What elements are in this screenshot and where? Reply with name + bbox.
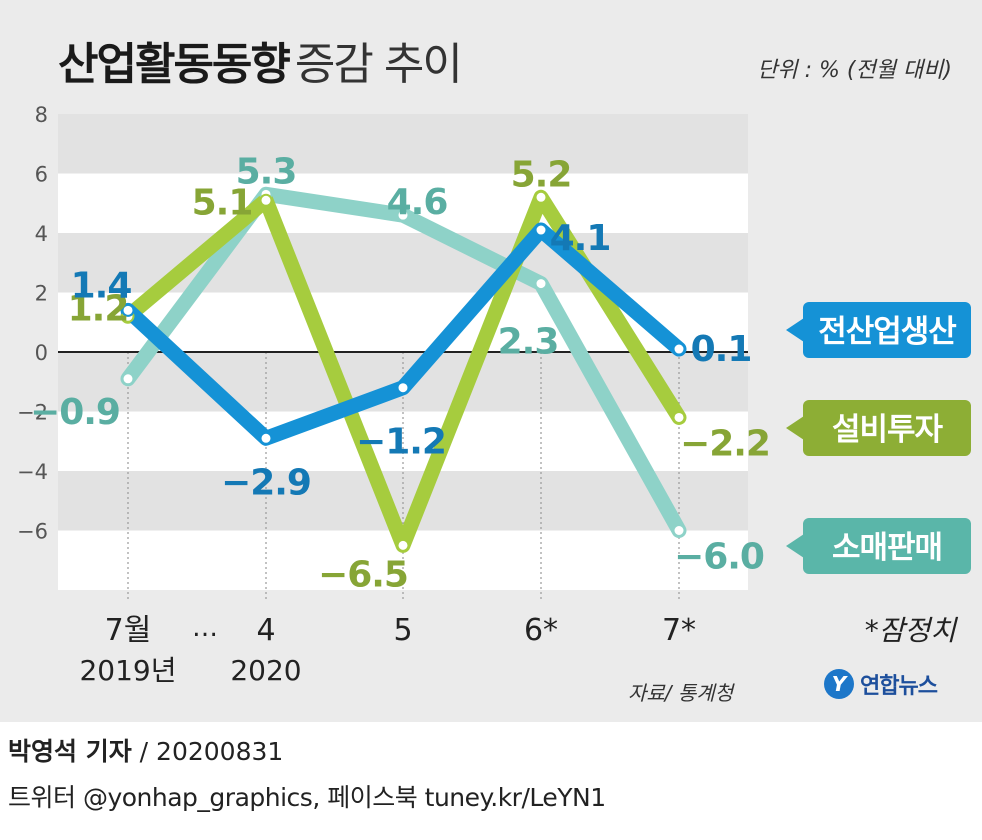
legend-badge-box xyxy=(803,518,971,574)
grid-band xyxy=(58,471,748,531)
y-tick-label: −6 xyxy=(17,520,48,544)
retail-sales-value-label: −6.0 xyxy=(674,537,764,578)
industrial-production-point xyxy=(259,431,273,445)
x-tick-label: 6* xyxy=(524,613,558,648)
retail-sales-value-label: −0.9 xyxy=(30,392,120,433)
y-tick-label: −2 xyxy=(17,401,48,425)
x-tick-label: 7* xyxy=(662,613,696,648)
industrial-production-value-label: −2.9 xyxy=(221,462,311,503)
legend-badge-box xyxy=(803,302,971,358)
facility-investment-point xyxy=(534,190,548,204)
source-label: 자료/ 통계청 xyxy=(628,681,734,705)
facility-investment-legend-badge: 설비투자 xyxy=(786,400,971,456)
facility-investment-point xyxy=(672,410,686,424)
x-tick-label: 4 xyxy=(256,613,275,648)
unit-label: 단위 : % (전월 대비) xyxy=(757,58,952,83)
x-tick-label: 7월 xyxy=(105,613,152,648)
line-chart: 8 6 4 2 0 −2 −4 −6 7월 2019년 4 2020 5 6* 7* … *잠정치 −0.9 5.3… xyxy=(17,103,971,687)
yonhap-logo-icon: Y xyxy=(824,669,854,699)
facility-investment-value-label: 5.1 xyxy=(192,182,253,223)
facility-investment-point xyxy=(259,193,273,207)
provisional-note: *잠정치 xyxy=(865,614,959,647)
retail-sales-point xyxy=(534,277,548,291)
x-tick-year: 2019년 xyxy=(79,654,176,687)
title-bold: 산업활동동향 xyxy=(58,39,291,90)
y-tick-label: 6 xyxy=(35,163,48,187)
x-ellipsis: … xyxy=(192,613,218,643)
legend-badge-label: 소매판매 xyxy=(832,530,942,566)
social-credit: 트위터 @yonhap_graphics, 페이스북 tuney.kr/LeYN… xyxy=(8,783,606,812)
legend-badge-label: 설비투자 xyxy=(832,412,944,448)
retail-sales-point xyxy=(672,524,686,537)
industrial-production-value-label: 0.1 xyxy=(691,329,752,370)
retail-sales-value-label: 2.3 xyxy=(498,322,559,363)
x-tick-label: 5 xyxy=(393,613,412,648)
retail-sales-value-label: 4.6 xyxy=(387,182,448,223)
legend-badge-label: 전산업생산 xyxy=(818,314,956,350)
retail-sales-legend-badge: 소매판매 xyxy=(786,518,971,574)
industrial-production-value-label: 1.4 xyxy=(71,265,132,306)
facility-investment-value-label: 1.2 xyxy=(68,288,129,329)
grid-band xyxy=(58,114,748,174)
facility-investment-point xyxy=(396,538,410,552)
title-light: 증감 추이 xyxy=(294,39,463,90)
facility-investment-value-label: −2.2 xyxy=(680,423,770,464)
x-tick-year: 2020 xyxy=(230,654,301,687)
legend-badge-pointer xyxy=(786,534,804,558)
y-tick-label: 0 xyxy=(35,341,48,365)
legend-badge-pointer xyxy=(786,318,804,342)
chart-title: 산업활동동향 증감 추이 xyxy=(58,28,463,92)
retail-sales-value-label: 5.3 xyxy=(236,151,297,192)
industrial-production-point xyxy=(534,223,548,237)
publish-date: / 20200831 xyxy=(139,737,284,766)
industrial-production-point xyxy=(396,381,410,395)
facility-investment-value-label: 5.2 xyxy=(511,154,572,195)
reporter-name: 박영석 기자 xyxy=(8,737,132,766)
y-tick-label: 8 xyxy=(35,103,48,127)
yonhap-logo-text: 연합뉴스 xyxy=(860,674,938,699)
industrial-production-value-label: 4.1 xyxy=(550,218,611,259)
y-tick-label: −4 xyxy=(17,460,48,484)
industrial-production-point xyxy=(121,303,135,317)
retail-sales-point xyxy=(121,372,135,386)
facility-investment-value-label: −6.5 xyxy=(318,554,408,595)
industrial-production-legend-badge: 전산업생산 xyxy=(786,302,971,358)
y-tick-label: 2 xyxy=(35,282,48,306)
industrial-production-value-label: −1.2 xyxy=(356,422,446,463)
legend-badge-pointer xyxy=(786,416,804,440)
industrial-production-point xyxy=(672,342,686,356)
yonhap-logo: Y 연합뉴스 xyxy=(824,668,938,700)
legend-badge-box xyxy=(803,400,971,456)
retail-sales-point xyxy=(396,208,410,222)
y-tick-label: 4 xyxy=(35,222,48,246)
byline: 박영석 기자 / 20200831 xyxy=(8,732,283,768)
